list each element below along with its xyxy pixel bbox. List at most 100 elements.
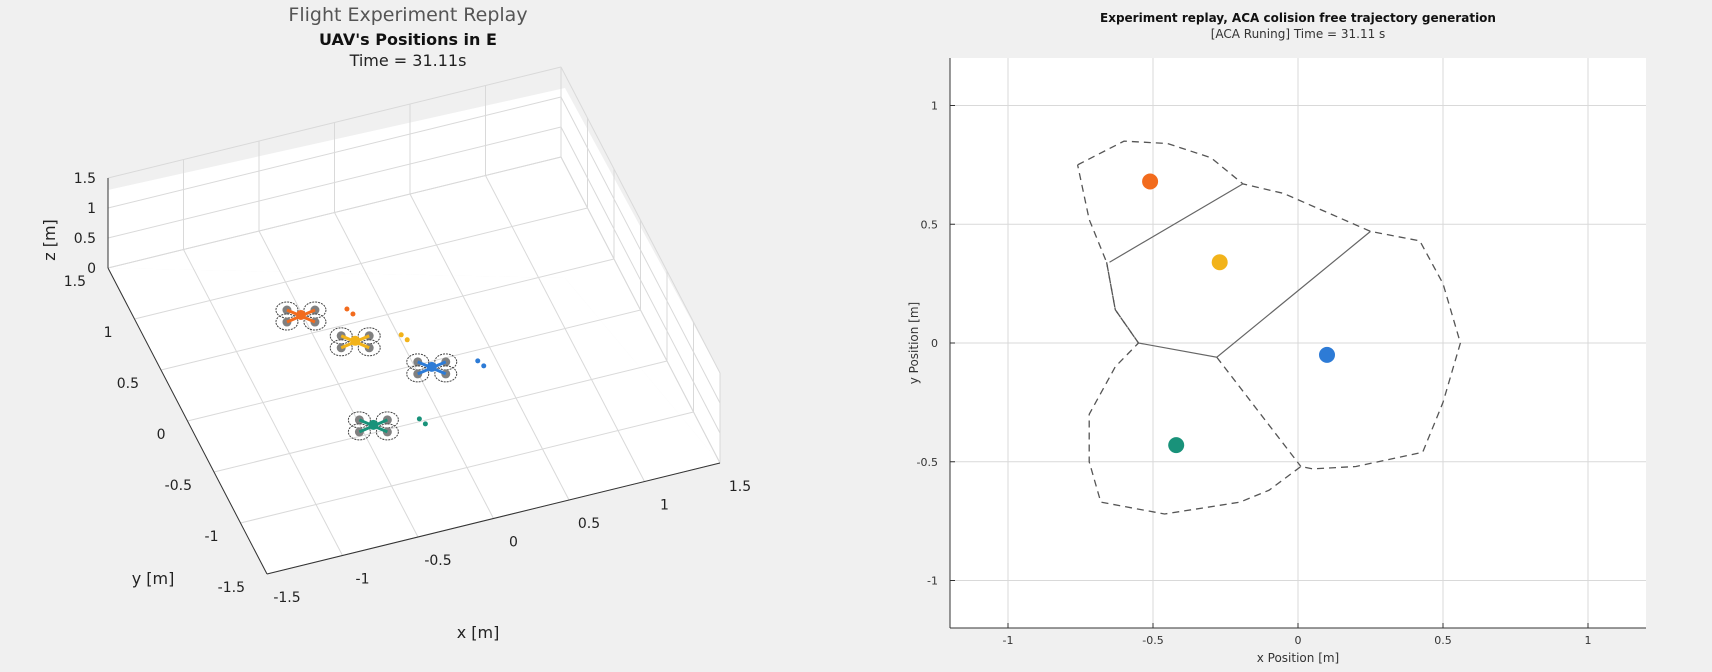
cell-boundary-solid [1109, 183, 1244, 263]
grid-line [107, 126, 562, 239]
plot-2d-subtitle: [ACA Runing] Time = 31.11 s [1211, 27, 1386, 41]
y-tick-label-2d: 0.5 [921, 218, 939, 231]
x-tick-label-3d: -1.5 [273, 590, 300, 606]
z-tick-label-3d: 1 [87, 201, 96, 217]
y-tick-label-2d: -0.5 [917, 456, 938, 469]
uav-target-dot [422, 421, 428, 427]
y-tick-label-3d: 1 [104, 325, 113, 341]
y-tick-label-3d: 0 [157, 427, 166, 443]
uav-marker [275, 301, 356, 331]
z-tick-label-3d: 1.5 [74, 171, 96, 187]
uav-target-dot [404, 337, 410, 343]
uav-marker [347, 411, 428, 441]
z-tick-label-3d: 0.5 [74, 231, 96, 247]
y-tick-label-3d: -1 [205, 529, 219, 545]
cell-boundary-dashed [1105, 262, 1140, 344]
y-tick-label-2d: 0 [931, 337, 938, 350]
uav-target-dot [475, 358, 481, 364]
grid-line [560, 96, 721, 404]
uav-marker [329, 327, 410, 357]
x-tick-label-3d: 1.5 [729, 479, 751, 495]
uav-position-point [1168, 437, 1185, 454]
x-tick-label-3d: 0.5 [578, 516, 600, 532]
uav-body [350, 335, 361, 346]
y-tick-label-2d: -1 [927, 575, 938, 588]
plot-3d-right-wall [565, 88, 720, 463]
grid-line [107, 96, 562, 209]
grid-line [107, 66, 562, 179]
plot-3d-title: Flight Experiment Replay [288, 4, 527, 26]
cell-boundary-dashed [1216, 356, 1302, 467]
y-axis-label-2d: y Position [m] [907, 302, 921, 385]
grid-line [560, 126, 721, 434]
uav-propeller-ring [347, 411, 371, 429]
grid-line [560, 66, 721, 374]
uav-propeller-ring [329, 327, 353, 345]
uav-propeller-ring [329, 339, 353, 357]
plot-3d-subtitle: UAV's Positions in E [319, 30, 497, 49]
grid-line [560, 156, 721, 464]
y-axis-label-3d: y [m] [132, 569, 175, 588]
plot-2d-title: Experiment replay, ACA colision free tra… [1100, 11, 1496, 25]
x-tick-label-2d: 0.5 [1434, 634, 1452, 647]
uav-position-point [1142, 173, 1159, 190]
y-tick-label-3d: 0.5 [117, 376, 139, 392]
cell-boundary-dashed [1076, 140, 1462, 515]
x-tick-label-3d: -1 [356, 572, 370, 588]
x-tick-label-2d: -1 [1003, 634, 1014, 647]
plot-2d-grid [950, 58, 1646, 628]
x-tick-label-2d: 0 [1295, 634, 1302, 647]
uav-body [295, 310, 306, 321]
plot-3d-floor [108, 268, 720, 574]
uav-propeller-ring [375, 411, 399, 429]
axis-line [266, 462, 721, 575]
x-tick-label-3d: -0.5 [424, 553, 451, 569]
cell-boundary-solid [1138, 230, 1371, 358]
uav-marker [406, 353, 487, 383]
uav-propeller-ring [303, 301, 327, 319]
uav-propeller-ring [406, 365, 430, 383]
plot-2d-points [1142, 173, 1335, 454]
plot-2d: -1 -0.5 0 0.5 1 -1 -0.5 0 0.5 1 Experiment replay… [907, 11, 1646, 665]
uav-propeller-ring [347, 423, 371, 441]
y-tick-label-2d: 1 [931, 100, 938, 113]
plot-3d-back-wall [108, 88, 565, 278]
uav-propeller-ring [357, 339, 381, 357]
grid-line [134, 207, 588, 320]
axis-line [107, 267, 268, 575]
x-axis-label-3d: x [m] [457, 623, 500, 642]
uav-propeller-ring [434, 365, 458, 383]
plot-3d: -1.5-1-0.500.511.5-1.5-1-0.500.511.500.5… [40, 4, 751, 642]
uav-target-dot [416, 416, 422, 422]
x-axis-label-2d: x Position [m] [1257, 651, 1340, 665]
y-tick-label-3d: -1.5 [218, 580, 245, 596]
plot-3d-uavs [275, 301, 487, 441]
z-tick-label-3d: 0 [87, 261, 96, 277]
plot-3d-ticks: -1.5-1-0.500.511.5-1.5-1-0.500.511.500.5… [64, 171, 751, 606]
uav-propeller-ring [303, 313, 327, 331]
uav-body [368, 419, 379, 430]
uav-propeller-ring [406, 353, 430, 371]
uav-position-point [1211, 254, 1228, 271]
x-tick-label-2d: -0.5 [1142, 634, 1163, 647]
plot-2d-ticks: -1 -0.5 0 0.5 1 -1 -0.5 0 0.5 1 [917, 100, 1592, 648]
x-tick-label-3d: 0 [509, 535, 518, 551]
plot-2d-cells [1076, 140, 1462, 515]
plot-3d-grid [107, 66, 721, 575]
uav-target-dot [398, 332, 404, 338]
uav-propeller-ring [275, 301, 299, 319]
uav-position-point [1319, 346, 1335, 363]
x-tick-label-2d: 1 [1585, 634, 1592, 647]
uav-propeller-ring [275, 313, 299, 331]
uav-target-dot [344, 306, 350, 312]
y-tick-label-3d: -0.5 [165, 478, 192, 494]
uav-propeller-ring [434, 353, 458, 371]
y-tick-label-3d: 1.5 [64, 274, 86, 290]
uav-target-dot [350, 311, 356, 317]
z-axis-label-3d: z [m] [40, 219, 59, 261]
uav-propeller-ring [357, 327, 381, 345]
uav-body [426, 361, 437, 372]
uav-propeller-ring [375, 423, 399, 441]
x-tick-label-3d: 1 [660, 498, 669, 514]
